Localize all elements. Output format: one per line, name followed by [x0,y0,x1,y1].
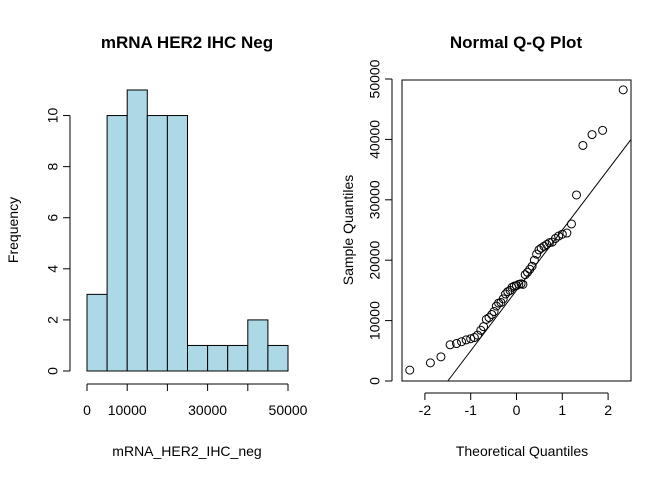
histogram-bar-7 [227,344,249,372]
qq-point-48 [587,130,597,140]
qq-point-5 [457,337,467,347]
qq-point-44 [562,228,572,238]
qq-point-7 [466,334,476,344]
histogram-x-tick-label: 0 [83,402,91,418]
qq-point-47 [578,140,588,150]
histogram-y-tick-label: 10 [45,108,61,124]
qq-x-label: Theoretical Quantiles [456,443,588,459]
qq-y-tick-label: 40000 [367,120,383,159]
histogram-bar-2 [126,89,148,372]
qq-point-28 [518,279,528,289]
qq-point-12 [481,314,491,324]
qq-plot-frame [401,79,632,382]
qq-y-tick-label: 30000 [367,180,383,219]
qq-point-1 [425,358,435,368]
histogram-x-tick-label: 50000 [269,402,308,418]
histogram-y-tick-label: 6 [45,214,61,222]
qq-point-34 [532,249,542,259]
qq-point-46 [571,190,581,200]
histogram-bar-6 [207,344,229,372]
qq-x-tick-label: 1 [558,402,566,418]
histogram-y-label: Frequency [5,197,21,263]
qq-point-0 [405,365,415,375]
qq-point-9 [473,330,483,340]
histogram-y-tick-label: 4 [45,265,61,273]
histogram-panel: mRNA HER2 IHC Neg 0 2 4 6 8 10 0 10000 30000 500… [5,33,308,459]
qq-x-tick-label: 0 [513,402,521,418]
histogram-x-axis: 0 10000 30000 50000 [83,383,308,418]
histogram-y-tick-label: 0 [45,367,61,375]
histogram-bars [86,89,289,372]
qq-x-tick-label: -2 [419,402,432,418]
qq-point-6 [461,335,471,345]
qq-y-tick-label: 20000 [367,241,383,280]
qq-point-15 [489,307,499,317]
qq-y-tick-label: 50000 [367,59,383,98]
histogram-bar-5 [187,344,209,372]
qq-y-label: Sample Quantiles [340,175,356,286]
histogram-bar-1 [106,115,128,372]
qq-point-4 [452,339,462,349]
qq-point-50 [618,85,628,95]
qq-y-axis: 0 10000 20000 30000 40000 50000 [367,59,393,385]
qq-point-49 [598,125,608,135]
qq-y-tick-label: 0 [367,377,383,385]
histogram-x-tick-label: 10000 [108,402,147,418]
qq-point-2 [436,352,446,362]
histogram-title: mRNA HER2 IHC Neg [101,33,273,52]
histogram-x-tick-label: 30000 [188,402,227,418]
qq-point-41 [550,233,560,243]
histogram-bar-4 [166,115,188,372]
histogram-x-label: mRNA_HER2_IHC_neg [112,443,261,459]
qq-point-33 [529,255,539,265]
histogram-bar-0 [86,293,108,372]
qq-title: Normal Q-Q Plot [450,33,583,52]
histogram-bar-9 [267,344,289,372]
qq-x-tick-label: 2 [604,402,612,418]
histogram-bar-3 [146,115,168,372]
qq-point-8 [469,333,479,343]
qq-points [405,85,628,375]
qq-point-36 [536,243,546,253]
qq-point-19 [498,294,508,304]
qq-x-axis: -2 -1 0 1 2 [419,392,612,418]
histogram-y-tick-label: 8 [45,163,61,171]
qq-point-14 [487,310,497,320]
qq-reference-line [447,139,632,382]
qq-panel: Normal Q-Q Plot 0 10000 20000 30000 40000 500… [340,33,632,459]
qq-x-tick-label: -1 [464,402,477,418]
histogram-y-tick-label: 2 [45,316,61,324]
histogram-bar-8 [247,319,269,372]
qq-y-tick-label: 10000 [367,301,383,340]
histogram-y-axis: 0 2 4 6 8 10 [45,108,71,375]
qq-point-13 [484,313,494,323]
qq-point-3 [445,340,455,350]
qq-reference-line-segment [447,139,632,382]
